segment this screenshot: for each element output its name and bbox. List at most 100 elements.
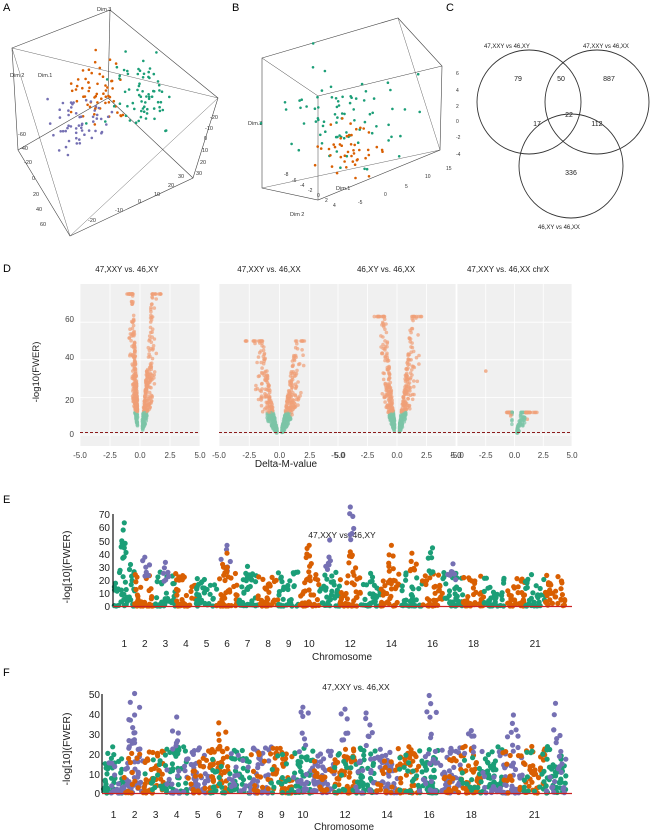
manhattan-point [355, 590, 362, 596]
manhattan-point [540, 751, 546, 757]
manhattan-point [155, 753, 161, 759]
manhattan-peak [162, 559, 168, 566]
manhattan-point [382, 583, 388, 589]
manhattan-point [121, 591, 127, 598]
manhattan-point [157, 758, 163, 764]
manhattan-point [551, 727, 557, 733]
manhattan-point [492, 599, 498, 605]
pca-point-46xy [91, 115, 95, 119]
volcano-point [158, 292, 163, 296]
pca-point-46xx [122, 68, 126, 72]
volcano-point [135, 394, 139, 398]
manhattan-point [252, 783, 258, 789]
volcano-point [267, 390, 272, 395]
pca-point-46xy [66, 153, 70, 157]
manhattan-point [286, 601, 292, 607]
pca-point-47xxy [355, 158, 359, 162]
manhattan-point [521, 784, 527, 790]
manhattan-point [469, 777, 475, 783]
volcano-point [267, 413, 272, 418]
manhattan-point [196, 592, 202, 598]
volcano-point [291, 370, 296, 374]
manhattan-point [210, 767, 216, 773]
manhattan-point [382, 764, 388, 770]
volcano-point [259, 403, 264, 408]
volcano-point [270, 417, 274, 422]
volcano-point [407, 336, 412, 340]
manhattan-point [398, 775, 404, 782]
manhattan-point [339, 737, 345, 743]
manhattan-point [231, 747, 237, 754]
manhattan-point [306, 587, 312, 593]
manhattan-point [531, 599, 537, 605]
manhattan-point [490, 589, 497, 595]
manhattan-peak [224, 542, 230, 548]
pca-point-46xy [67, 139, 71, 143]
left-tick: 20 [33, 192, 39, 198]
pca-point-47xxy [102, 92, 105, 95]
manhattan-point [190, 751, 196, 758]
manhattan-point [120, 574, 126, 580]
manhattan-point [305, 710, 311, 716]
manhattan-point [319, 780, 325, 786]
volcano-point [406, 382, 411, 386]
manhattan-point [148, 596, 154, 602]
manhattan-point [523, 585, 529, 592]
manhattan-point [194, 586, 200, 592]
cube-edge [397, 17, 441, 151]
manhattan-point [509, 742, 516, 748]
pca-point-46xx [353, 119, 356, 122]
cube-edge [107, 97, 194, 179]
volcano-point [263, 357, 267, 362]
chromosome-label: 21 [529, 810, 541, 821]
volcano-point [383, 400, 387, 404]
manhattan-point [451, 764, 457, 771]
manhattan-point [257, 774, 264, 780]
manhattan-point [552, 778, 558, 785]
manhattan-point [306, 553, 313, 559]
manhattan-point [392, 586, 399, 592]
manhattan-point [383, 788, 389, 794]
manhattan-point [441, 775, 447, 782]
pca-point-46xx [334, 135, 338, 139]
pca-point-46xx [345, 154, 349, 158]
cube-outline [261, 17, 443, 201]
manhattan-point [348, 537, 354, 543]
manhattan-point [265, 772, 271, 778]
manhattan-point [549, 766, 555, 772]
volcano-point [387, 385, 392, 390]
cube-edge [107, 9, 111, 99]
volcano-point [251, 339, 255, 343]
manhattan-point [501, 580, 507, 586]
manhattan-point [318, 586, 324, 592]
manhattan-point [247, 583, 253, 590]
manhattan-point [279, 790, 286, 796]
manhattan-point [163, 577, 169, 583]
manhattan-point [363, 742, 369, 749]
pca-point-46xy [80, 123, 84, 127]
volcano-point [267, 394, 272, 399]
manhattan-point [465, 594, 471, 600]
manhattan-point [530, 770, 536, 776]
manhattan-point [219, 790, 226, 796]
manhattan-point [499, 593, 505, 599]
pca-point-47xxy [350, 154, 353, 158]
manhattan-point [490, 784, 497, 790]
manhattan-point [397, 755, 403, 761]
manhattan-point [537, 765, 544, 771]
volcano-point [288, 404, 293, 408]
dim1-tick: 5 [405, 184, 408, 190]
manhattan-point [488, 789, 495, 796]
manhattan-peak [121, 520, 127, 526]
manhattan-point [115, 586, 121, 592]
manhattan-point [296, 749, 302, 755]
manhattan-point [285, 586, 291, 593]
manhattan-point [308, 561, 314, 567]
volcano-point [274, 427, 279, 432]
manhattan-peak [468, 728, 474, 734]
manhattan-peak [132, 712, 138, 718]
volcano-point [130, 362, 134, 367]
manhattan-point [142, 771, 148, 777]
volcano-point [376, 314, 380, 319]
manhattan-point [301, 589, 307, 595]
